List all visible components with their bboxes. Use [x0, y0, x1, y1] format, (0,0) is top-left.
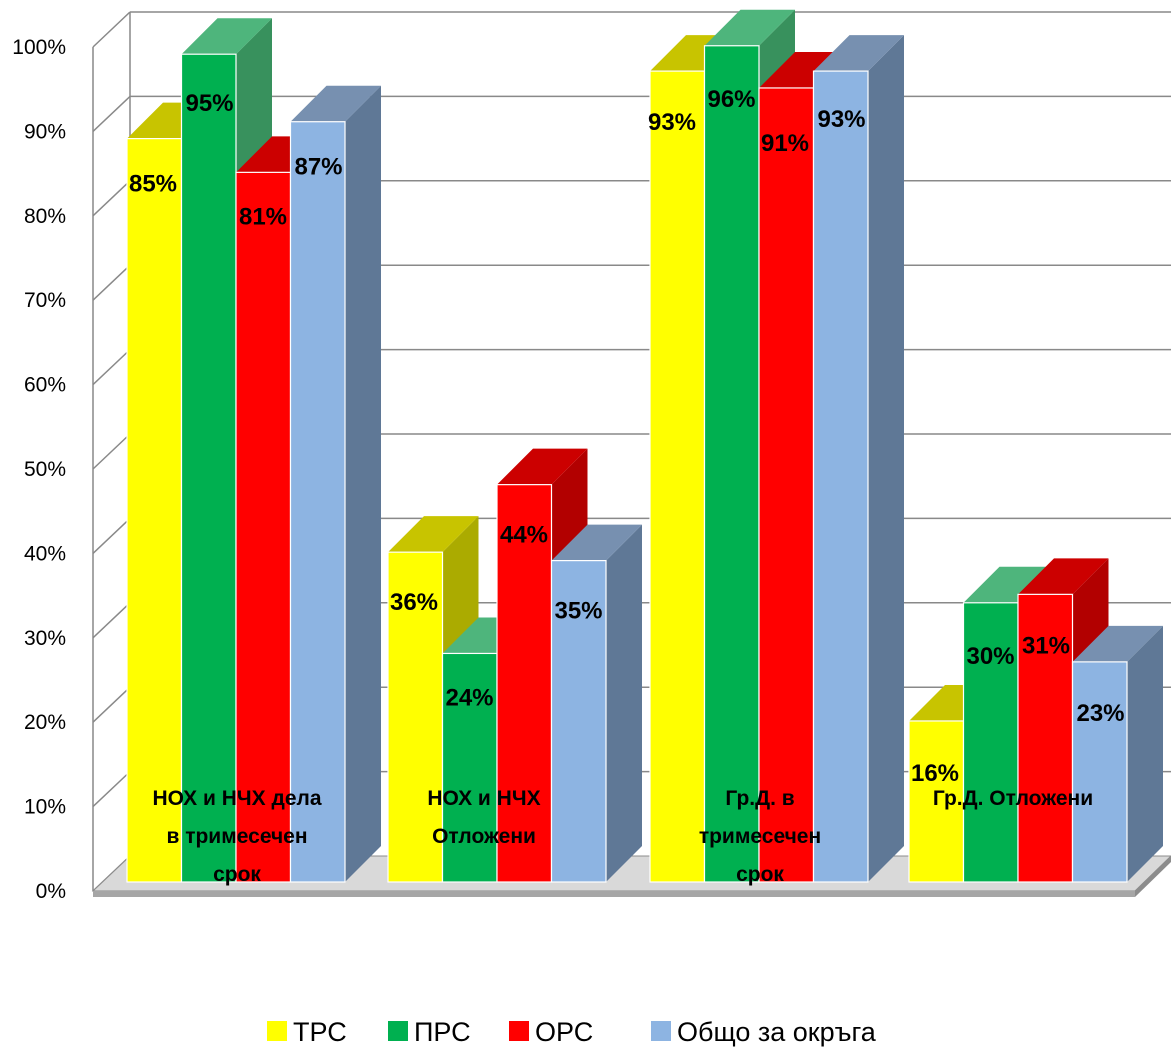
x-category-label: Гр.Д. в тримесечен срок [699, 787, 821, 886]
bar [235, 171, 292, 883]
bar-top [181, 18, 272, 55]
legend-label: Общо за окръга [677, 1017, 877, 1047]
data-label: 35% [554, 598, 602, 625]
x-category-line: Отложени [432, 825, 536, 848]
data-label: 23% [1076, 700, 1124, 727]
x-category-label: НОХ и НЧХ Отложени [427, 787, 540, 848]
bar [1017, 593, 1074, 883]
wall-gridline [92, 11, 131, 48]
y-tick-label: 60% [24, 374, 66, 397]
bar [812, 70, 869, 883]
x-category-line: НОХ и НЧХ дела [152, 787, 321, 810]
wall-gridline [92, 180, 131, 217]
bar [496, 484, 553, 883]
x-axis-categories: НОХ и НЧХ дела в тримесечен срок НОХ и НЧХ О… [152, 787, 1093, 886]
y-tick-label: 50% [24, 458, 66, 481]
bar-side [868, 35, 904, 882]
bar [962, 602, 1019, 883]
data-labels: 85% 95% 81% 87% 36% 24% 44% 35% 93% 96%91% 93% 16% 3… [129, 86, 1125, 787]
bar [1071, 661, 1128, 883]
data-label: 93% [817, 106, 865, 133]
chart-floor [91, 855, 1171, 897]
y-tick-label: 70% [24, 289, 66, 312]
floor-side [1135, 856, 1171, 897]
legend-label: ПРС [414, 1017, 471, 1047]
x-category-label: НОХ и НЧХ дела в тримесечен срок [152, 787, 321, 886]
y-tick-label: 10% [24, 796, 66, 819]
bar-side [345, 85, 381, 883]
y-tick-label: 30% [24, 627, 66, 650]
bar [126, 138, 183, 883]
floor-front [93, 891, 1135, 897]
data-label: 93% [648, 109, 696, 136]
legend-swatch [267, 1021, 287, 1041]
x-category-label: Гр.Д. Отложени [933, 787, 1093, 810]
bar-top [963, 566, 1054, 603]
y-tick-label: 100% [12, 36, 66, 59]
bars [126, 9, 1163, 883]
wall-gridline [92, 264, 131, 301]
data-label: 87% [294, 154, 342, 181]
y-tick-label: 90% [24, 120, 66, 143]
legend-swatch [509, 1021, 529, 1041]
bar-top [551, 524, 642, 561]
y-axis: 0% 10% 20% 30% 40% 50% 60% 70% 80% 90% 100% [12, 36, 66, 903]
bar-top [813, 35, 904, 72]
x-category-line: срок [736, 863, 784, 886]
bar-top [497, 448, 588, 485]
bar [908, 720, 965, 883]
y-tick-label: 80% [24, 205, 66, 228]
x-category-line: Гр.Д. Отложени [933, 787, 1093, 810]
legend-label: ОРС [535, 1017, 593, 1047]
bar-top [388, 516, 479, 553]
bar-top [290, 85, 381, 122]
bar [649, 70, 706, 883]
bar-top [1018, 558, 1109, 595]
data-label: 16% [911, 760, 959, 787]
x-category-line: в тримесечен [166, 825, 307, 848]
bar [441, 652, 498, 883]
data-label: 30% [966, 643, 1014, 670]
wall-gridline [92, 602, 131, 639]
wall-gridline [92, 517, 131, 554]
legend-swatch [388, 1021, 408, 1041]
bar-side [606, 524, 642, 882]
data-label: 91% [761, 130, 809, 157]
x-category-line: тримесечен [699, 825, 821, 848]
bar [289, 121, 346, 883]
bar [387, 551, 444, 883]
wall-gridline [92, 433, 131, 470]
bar [758, 87, 815, 883]
legend: ТРС ПРС ОРС Общо за окръга [267, 1017, 877, 1047]
wall-gridline [92, 686, 131, 723]
x-category-line: срок [213, 863, 261, 886]
bar [180, 53, 237, 883]
x-category-line: Гр.Д. в [725, 787, 794, 810]
data-label: 95% [185, 90, 233, 117]
bar-top [704, 9, 795, 46]
y-tick-label: 0% [36, 880, 66, 903]
data-label: 36% [390, 589, 438, 616]
bar [550, 559, 607, 883]
x-category-line: НОХ и НЧХ [427, 787, 540, 810]
legend-label: ТРС [293, 1017, 347, 1047]
data-label: 24% [445, 684, 493, 711]
data-label: 96% [707, 86, 755, 113]
wall-gridline [92, 349, 131, 386]
data-label: 81% [239, 203, 287, 230]
legend-swatch [651, 1021, 671, 1041]
wall-gridline [92, 771, 131, 808]
wall-gridline [92, 95, 131, 132]
bar-side [1127, 625, 1163, 882]
bar-top [1072, 625, 1163, 662]
y-tick-label: 20% [24, 711, 66, 734]
y-tick-label: 40% [24, 542, 66, 565]
data-label: 31% [1022, 632, 1070, 659]
bar [703, 45, 760, 883]
data-label: 44% [500, 522, 548, 549]
data-label: 85% [129, 171, 177, 198]
